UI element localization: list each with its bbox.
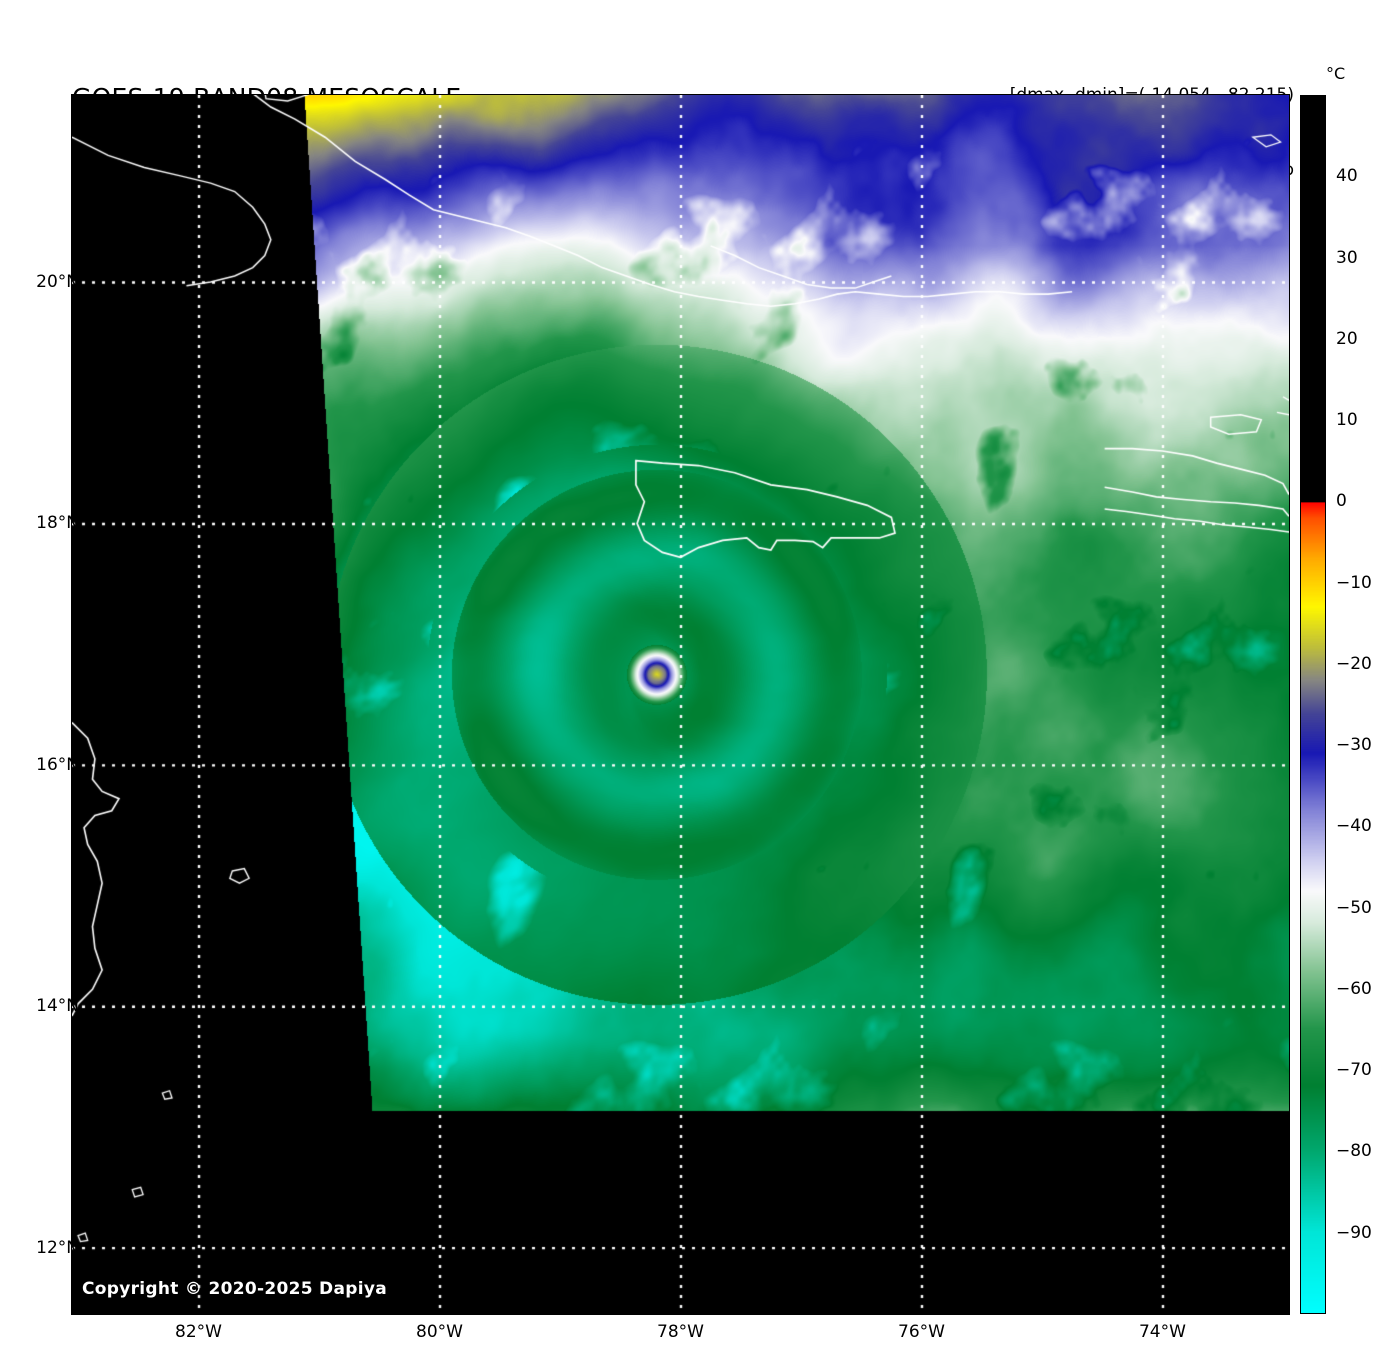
copyright-label: Copyright © 2020-2025 Dapiya bbox=[82, 1279, 387, 1299]
colorbar-tick-label: 20 bbox=[1336, 328, 1358, 349]
x-axis-tick-label: 76°W bbox=[898, 1322, 945, 1342]
y-axis-tick-label: 18°N bbox=[36, 513, 79, 534]
y-axis-tick-label: 16°N bbox=[36, 754, 79, 775]
y-axis-tick-label: 20°N bbox=[36, 272, 79, 293]
colorbar-gradient bbox=[1301, 96, 1325, 1313]
x-axis-tick-label: 82°W bbox=[175, 1322, 222, 1342]
colorbar-unit-label: °C bbox=[1326, 64, 1346, 83]
satellite-imagery-canvas bbox=[72, 95, 1289, 1314]
colorbar-tick-label: −40 bbox=[1336, 816, 1372, 837]
colorbar-tick-label: −60 bbox=[1336, 978, 1372, 999]
y-axis-tick-label: 14°N bbox=[36, 996, 79, 1017]
colorbar-tick-label: 30 bbox=[1336, 247, 1358, 268]
x-axis-tick-label: 80°W bbox=[416, 1322, 463, 1342]
colorbar-tick-label: 10 bbox=[1336, 410, 1358, 431]
colorbar-tick-label: 0 bbox=[1336, 491, 1347, 512]
satellite-image-plot bbox=[71, 94, 1290, 1315]
y-axis-tick-label: 12°N bbox=[36, 1237, 79, 1258]
x-axis-tick-label: 74°W bbox=[1138, 1322, 1186, 1342]
colorbar-tick-label: −20 bbox=[1336, 653, 1372, 674]
colorbar-tick-label: −30 bbox=[1336, 735, 1372, 756]
colorbar-tick-label: −10 bbox=[1336, 572, 1372, 593]
colorbar bbox=[1300, 95, 1326, 1314]
x-axis-tick-label: 78°W bbox=[657, 1322, 704, 1342]
colorbar-tick-label: 40 bbox=[1336, 166, 1358, 187]
colorbar-tick-label: −90 bbox=[1336, 1222, 1372, 1243]
colorbar-tick-label: −70 bbox=[1336, 1060, 1372, 1081]
colorbar-tick-label: −80 bbox=[1336, 1141, 1372, 1162]
colorbar-tick-label: −50 bbox=[1336, 897, 1372, 918]
